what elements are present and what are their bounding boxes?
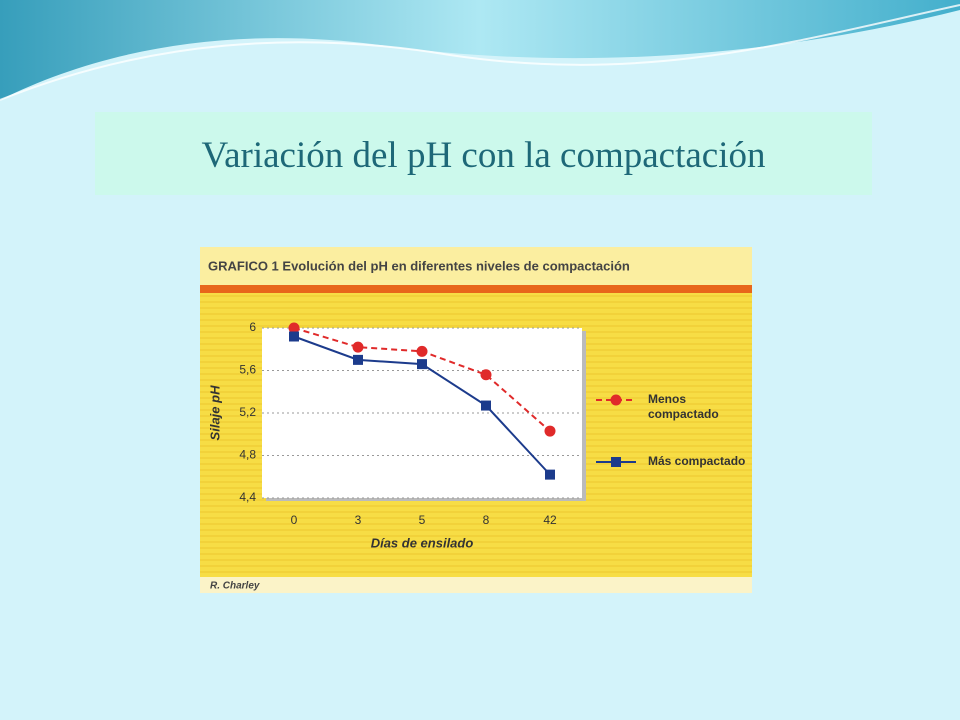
point [353,354,363,365]
chart: GRAFICO 1 Evolución del pH en diferentes… [200,247,752,593]
y-tick-label: 4,4 [239,490,256,504]
x-tick-label: 8 [483,513,490,527]
point [352,341,364,353]
legend-item: Más compactado [648,454,746,468]
point [416,345,428,357]
y-tick-label: 5,6 [239,363,256,377]
y-tick-label: 4,8 [239,448,256,462]
chart-title: GRAFICO 1 Evolución del pH en diferentes… [208,258,630,273]
point [545,469,555,480]
legend-item: Menos compactado [648,392,719,421]
point [544,425,556,437]
header-bg [200,247,752,285]
y-tick-label: 6 [249,320,256,334]
slide-title: Variación del pH con la compactación [201,135,766,176]
y-axis-label: Silaje pH [207,385,222,441]
point [480,369,492,381]
x-axis-label: Días de ensilado [371,535,474,550]
source: R. Charley [210,581,260,592]
title-box: Variación del pH con la compactación [95,112,872,195]
legend-label: Menos compactado [648,392,719,421]
legend-marker [611,457,621,467]
x-tick-label: 42 [543,513,557,527]
x-tick-label: 3 [355,513,362,527]
legend-label: Más compactado [648,454,746,468]
footer-bg [200,577,752,593]
point [288,322,300,334]
y-tick-label: 5,2 [239,405,256,419]
legend-marker [610,394,622,406]
wave-decoration [0,0,960,101]
point [481,400,491,411]
point [289,331,299,342]
header-bar [200,285,752,293]
x-tick-label: 0 [291,513,298,527]
point [417,359,427,370]
x-tick-label: 5 [419,513,426,527]
